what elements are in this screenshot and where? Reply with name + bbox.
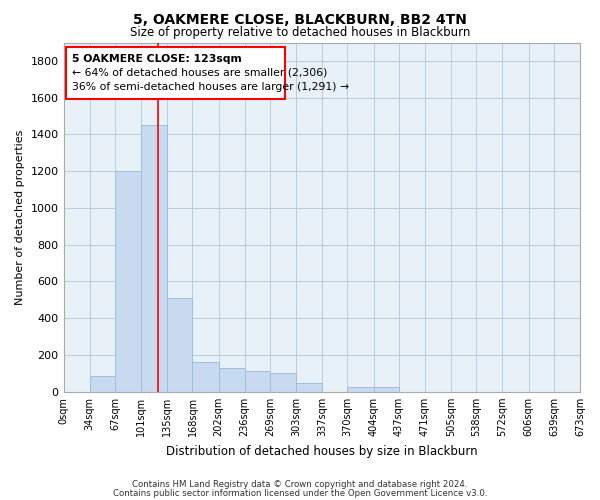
Text: ← 64% of detached houses are smaller (2,306): ← 64% of detached houses are smaller (2,… bbox=[72, 68, 328, 78]
Bar bbox=[245, 370, 270, 392]
X-axis label: Distribution of detached houses by size in Blackburn: Distribution of detached houses by size … bbox=[166, 444, 478, 458]
Text: Contains HM Land Registry data © Crown copyright and database right 2024.: Contains HM Land Registry data © Crown c… bbox=[132, 480, 468, 489]
Bar bbox=[167, 298, 193, 392]
Text: 5, OAKMERE CLOSE, BLACKBURN, BB2 4TN: 5, OAKMERE CLOSE, BLACKBURN, BB2 4TN bbox=[133, 12, 467, 26]
Bar bbox=[115, 171, 141, 392]
Text: Contains public sector information licensed under the Open Government Licence v3: Contains public sector information licen… bbox=[113, 489, 487, 498]
Bar bbox=[347, 387, 374, 392]
Bar bbox=[193, 362, 218, 392]
Text: Size of property relative to detached houses in Blackburn: Size of property relative to detached ho… bbox=[130, 26, 470, 39]
Bar bbox=[218, 368, 245, 392]
Text: 5 OAKMERE CLOSE: 123sqm: 5 OAKMERE CLOSE: 123sqm bbox=[72, 54, 242, 64]
Bar bbox=[66, 47, 284, 98]
Bar bbox=[141, 125, 167, 392]
Bar bbox=[296, 382, 322, 392]
Bar bbox=[270, 372, 296, 392]
Bar bbox=[374, 387, 399, 392]
Bar bbox=[89, 376, 115, 392]
Y-axis label: Number of detached properties: Number of detached properties bbox=[15, 130, 25, 305]
Text: 36% of semi-detached houses are larger (1,291) →: 36% of semi-detached houses are larger (… bbox=[72, 82, 349, 92]
